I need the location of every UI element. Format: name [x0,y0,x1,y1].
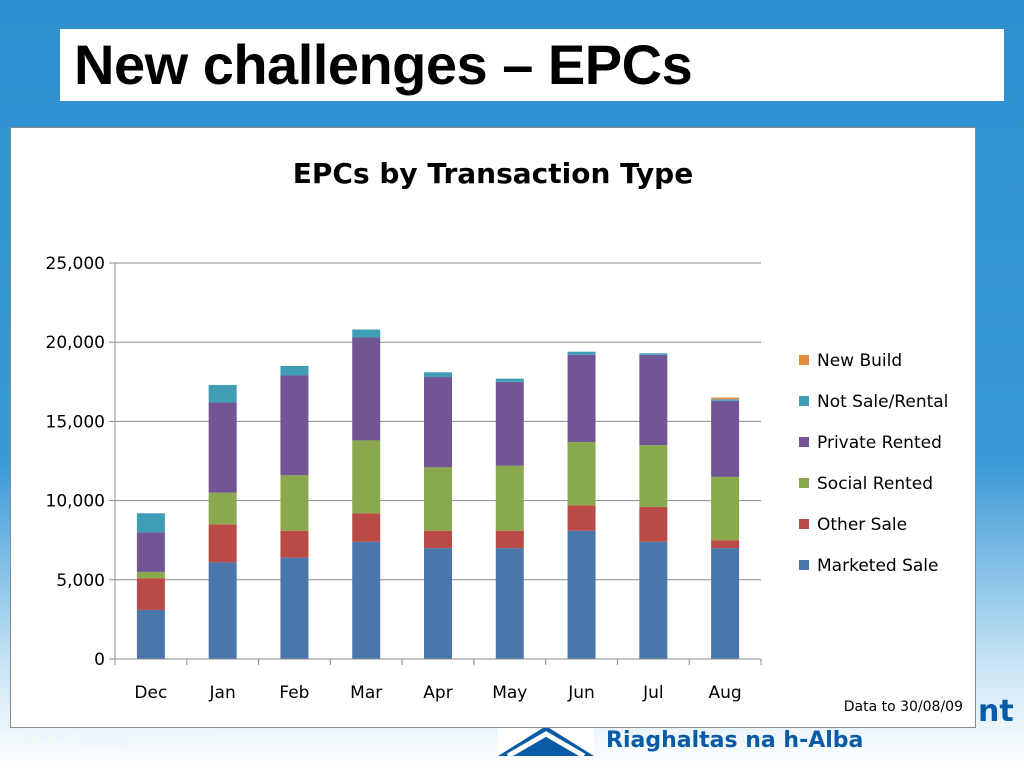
bar-segment-other-sale [711,540,740,549]
bar-segment-marketed-sale [495,548,524,659]
bar-segment-not-sale-rental [424,372,452,378]
bar-segment-social-rented [711,476,740,541]
bar-segment-private-rented [639,354,668,446]
y-tick-label: 5,000 [56,571,105,591]
survey-logo-icon [27,727,65,742]
bar-segment-private-rented [711,400,740,477]
chart-panel: EPCs by Transaction Type 0 5,000 10,000 15,… [10,127,976,728]
bar-segment-other-sale [208,524,237,563]
bar-segment-private-rented [352,337,381,441]
legend-swatch [799,478,809,488]
x-tick-label: Feb [279,683,309,703]
bar-segment-not-sale-rental [280,365,309,376]
bar-segment-private-rented [495,381,524,466]
bar-segment-social-rented [280,475,309,531]
footer-line-2: Survey [82,735,131,751]
bar-segment-social-rented [208,492,237,525]
legend-label: Private Rented [817,433,942,453]
bar-segment-private-rented [424,377,452,468]
x-tick-label: Jul [642,683,664,703]
slide-title-box: New challenges – EPCs [60,29,1004,101]
chart-title: EPCs by Transaction Type [293,157,693,190]
y-tick-label: 25,000 [46,254,105,274]
legend-label: Not Sale/Rental [817,392,948,412]
bar-segment-marketed-sale [424,548,452,659]
x-tick-label: Mar [350,683,382,703]
legend-swatch [799,560,809,570]
bar-segment-social-rented [495,465,524,531]
bar-segment-marketed-sale [352,541,381,659]
x-tick-label: Jan [209,683,236,703]
legend-swatch [799,396,809,406]
epc-stacked-bar-chart: EPCs by Transaction Type 0 5,000 10,000 15,… [46,157,963,715]
bar-segment-other-sale [352,513,381,542]
legend-swatch [799,519,809,529]
bar-segment-marketed-sale [136,609,165,659]
x-tick-label: Aug [709,683,742,703]
legend: New Build Not Sale/Rental Private Rented So… [799,351,948,576]
bar-segment-private-rented [208,402,237,493]
x-tick-label: May [492,683,527,703]
bar-segment-not-sale-rental [711,399,740,401]
legend-label: Other Sale [817,515,907,535]
bar-segment-new-build [711,397,740,400]
bar-segment-marketed-sale [711,548,740,659]
x-tick-label: Apr [423,683,452,703]
legend-swatch [799,437,809,447]
bars [136,329,740,659]
y-tick-label: 15,000 [46,412,105,432]
y-tick-label: 0 [94,650,105,670]
bar-segment-not-sale-rental [136,513,165,533]
bar-segment-not-sale-rental [352,329,381,338]
legend-label: Social Rented [817,474,933,494]
bar-segment-social-rented [136,571,165,579]
bar-segment-social-rented [424,467,452,531]
bar-segment-social-rented [352,440,381,514]
bar-segment-social-rented [639,445,668,507]
legend-label: New Build [817,351,902,371]
bar-segment-other-sale [136,578,165,610]
bar-segment-other-sale [639,506,668,542]
axes: 0 5,000 10,000 15,000 20,000 25,000 Dec Jan Feb M… [46,254,762,703]
bar-segment-other-sale [567,505,596,531]
bar-segment-marketed-sale [567,530,596,659]
y-tick-label: 20,000 [46,333,105,353]
bar-segment-other-sale [424,530,452,549]
legend-swatch [799,355,809,365]
y-tick-label: 10,000 [46,492,105,512]
bar-segment-not-sale-rental [639,353,668,355]
bar-segment-private-rented [280,375,309,476]
bar-segment-other-sale [280,530,309,558]
bar-segment-other-sale [495,530,524,549]
slide-title: New challenges – EPCs [74,33,693,96]
bar-segment-social-rented [567,441,596,506]
legend-label: Marketed Sale [817,556,938,576]
bar-segment-marketed-sale [280,557,309,659]
x-tick-label: Jun [567,683,595,703]
bar-segment-private-rented [136,532,165,572]
data-date-note: Data to 30/08/09 [844,699,963,715]
bar-segment-not-sale-rental [567,351,596,355]
x-tick-label: Dec [134,683,167,703]
government-name-partial: nt [978,694,1014,729]
bar-segment-not-sale-rental [495,378,524,382]
bar-segment-private-rented [567,354,596,442]
government-name: Riaghaltas na h-Alba [606,728,864,753]
bar-segment-marketed-sale [639,541,668,659]
bar-segment-not-sale-rental [208,384,237,403]
bar-segment-marketed-sale [208,562,237,659]
